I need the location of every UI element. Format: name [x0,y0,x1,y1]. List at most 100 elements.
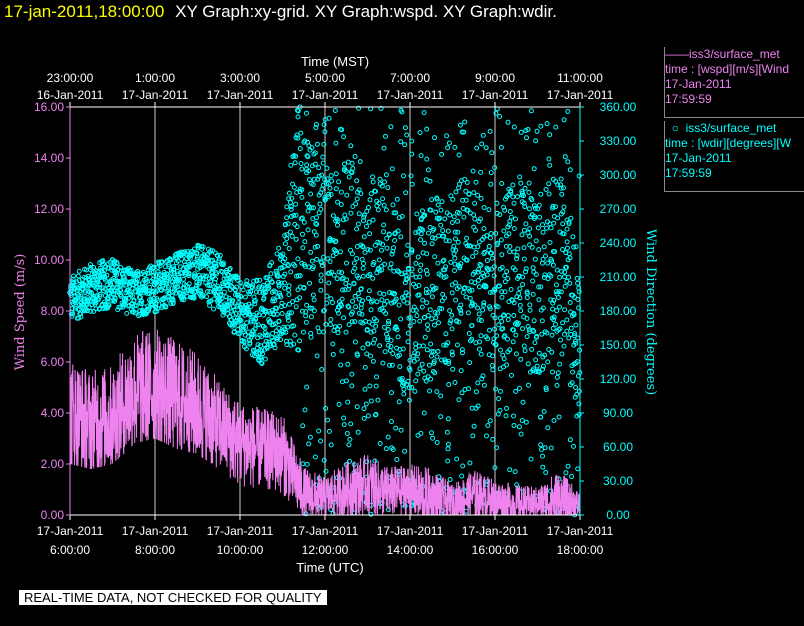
wdir-point [409,138,415,144]
wdir-point [531,318,537,324]
wdir-point [545,425,551,431]
wdir-point [569,380,575,386]
top-tick-time: 3:00:00 [220,71,260,85]
wdir-point [139,299,145,304]
bottom-tick-time: 6:00:00 [50,543,90,557]
wdir-point [277,292,283,298]
wdir-point [497,283,502,289]
wdir-point [448,318,454,324]
wdir-point [491,273,497,279]
wdir-point [464,180,470,185]
bottom-tick-time: 14:00:00 [387,543,434,557]
wdir-point [318,278,324,284]
wdir-point [540,222,545,228]
wdir-point [384,298,390,304]
wdir-point [456,319,462,325]
wdir-point [230,298,236,304]
wdir-point [288,214,294,219]
wdir-point [349,383,355,389]
wdir-point [520,399,526,405]
wdir-point [416,283,422,288]
bottom-tick-time: 18:00:00 [557,543,604,557]
wdir-point [559,268,564,274]
wdir-point [370,275,376,281]
wdir-point [469,323,475,328]
header: 17-jan-2011,18:00:00 XY Graph:xy-grid. X… [4,2,557,22]
wdir-point [481,382,487,388]
wdir-point [314,122,319,127]
wdir-point [437,305,443,311]
wdir-point [354,226,360,232]
wdir-point [330,300,335,306]
wdir-point [176,278,182,284]
wdir-point [346,283,352,289]
wdir-point [256,312,262,318]
wdir-point [445,340,451,346]
wdir-point [511,226,517,231]
wdir-point [557,274,563,280]
wdir-point [445,446,451,452]
wdir-point [118,293,124,299]
wdir-point [253,316,259,322]
wdir-point [303,319,309,325]
wdir-point [568,325,574,331]
wdir-point [85,295,91,301]
wdir-point [560,320,566,326]
wdir-point [300,423,306,429]
wdir-point [225,304,231,309]
wdir-point [334,276,340,282]
wdir-point [533,238,539,244]
wdir-point [576,412,582,418]
wdir-point [306,168,311,174]
wdir-point [434,354,440,360]
wdir-point [405,242,411,248]
wdir-point [322,129,328,135]
wdir-point [562,269,568,275]
bottom-tick-date: 17-Jan-2011 [292,524,359,538]
wdir-point [291,323,297,329]
wdir-point [550,325,556,331]
wdir-point [282,303,288,309]
wdir-point [229,283,235,289]
wdir-point [308,330,314,336]
wdir-point [355,221,361,227]
wdir-point [379,267,385,273]
wdir-point [527,307,533,313]
wdir-point [393,425,399,431]
wdir-point [372,412,378,418]
wdir-point [543,387,549,393]
left-tick-label: 8.00 [41,304,65,318]
wdir-point [508,214,514,220]
wdir-point [353,304,359,310]
legend-wspd-name: ——iss3/surface_met [665,47,780,61]
wdir-point [499,289,505,295]
right-tick-label: 360.00 [600,100,637,114]
wdir-point [383,207,389,213]
wdir-point [555,370,561,376]
wdir-point [419,304,425,310]
wdir-point [404,132,410,138]
wdir-point [551,314,557,320]
wdir-point [527,233,533,239]
wdir-point [487,290,493,295]
wdir-point [533,272,539,277]
wdir-point [527,226,533,232]
wdir-point [404,276,410,282]
wdir-point [295,114,301,120]
wdir-point [346,174,352,180]
wdir-point [553,124,559,130]
wdir-point [528,108,534,114]
wdir-point [310,182,316,187]
wdir-point [576,289,582,295]
wdir-point [563,264,569,270]
wdir-point [545,359,551,365]
wdir-point [302,407,308,413]
wdir-point [497,407,503,413]
wdir-point [275,274,281,279]
wdir-point [166,285,171,291]
wdir-point [504,269,510,274]
wdir-point [390,202,396,208]
wdir-point [164,281,170,287]
wdir-point [205,261,211,266]
wdir-point [382,349,388,355]
